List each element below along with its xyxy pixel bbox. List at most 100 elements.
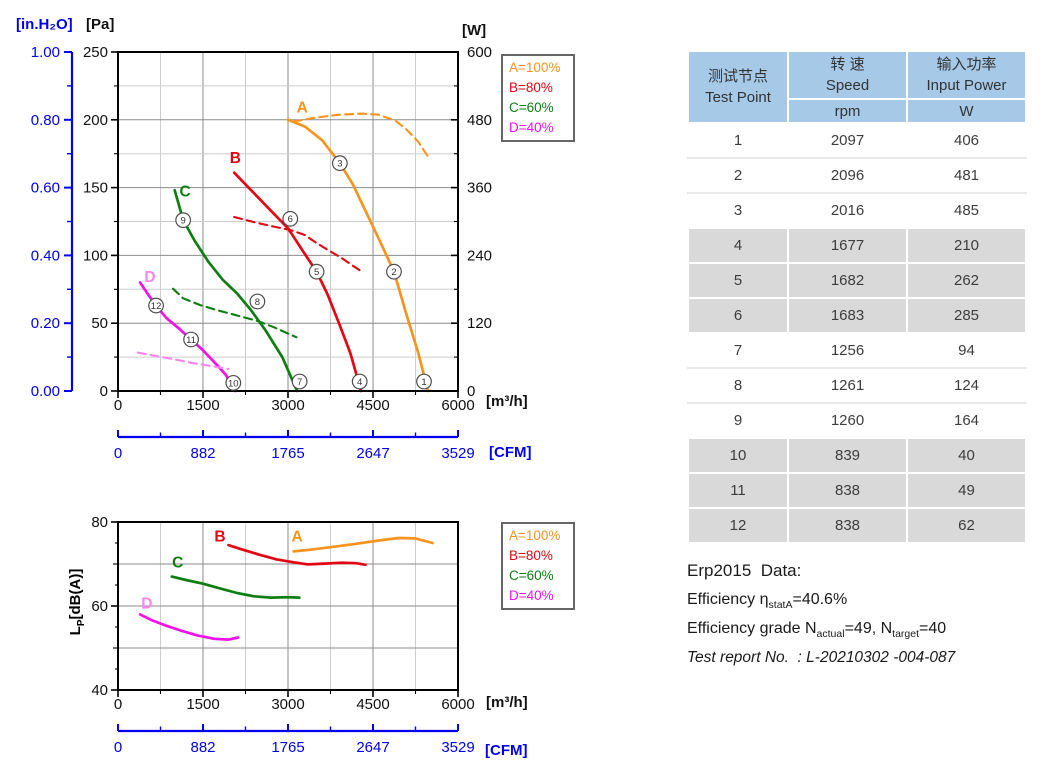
curve-letter-D: D xyxy=(141,595,152,612)
test-point-marker-4 xyxy=(351,373,368,390)
table-row-12: 12 838 62 xyxy=(687,507,1027,544)
test-point-marker-7 xyxy=(291,373,308,390)
curve-letter-A: A xyxy=(291,529,302,546)
table-row-1: 1 2097 406 xyxy=(687,122,1027,159)
test-point-number: 2 xyxy=(391,267,396,278)
test-point-marker-12 xyxy=(148,297,164,314)
test-point-marker-8 xyxy=(249,293,266,310)
erp-title: Erp2015 Data: xyxy=(687,561,802,580)
cfm-tick-label: 2647 xyxy=(356,739,389,756)
table-cell: 8 xyxy=(687,367,789,404)
test-point-number: 5 xyxy=(314,267,319,278)
lp-axis-unit-label: LP[dB(A)] xyxy=(67,568,87,636)
curve-letter-B: B xyxy=(230,150,241,167)
w-axis-unit-label: [W] xyxy=(462,22,487,39)
w-tick-label: 0 xyxy=(467,383,475,400)
legend-item-B: B=80% xyxy=(509,80,553,95)
erp-report-line: Test report No. : L-20210302 -004-087 xyxy=(687,649,956,667)
legend-item-C: C=60% xyxy=(509,568,554,583)
table-row-8: 8 1261 124 xyxy=(687,367,1027,404)
curve-A-noise xyxy=(292,536,434,553)
cfm-axis-unit-label-bottom: [CFM] xyxy=(485,742,528,759)
table-header-speed: 转 速 Speed xyxy=(787,50,908,100)
table-cell: 406 xyxy=(906,122,1027,159)
test-point-number: 3 xyxy=(337,159,342,170)
test-point-marker-1 xyxy=(416,373,432,390)
legend-item-D: D=40% xyxy=(509,588,554,603)
w-tick-label: 480 xyxy=(467,112,492,129)
test-point-number: 12 xyxy=(151,301,162,312)
x-tick-label: 6000 xyxy=(441,397,474,414)
pa-tick-label: 0 xyxy=(100,383,108,400)
w-tick-label: 120 xyxy=(467,315,492,332)
legend-bottom-chart: A=100% B=80% C=60% D=40% xyxy=(501,522,575,610)
in-h2o-tick-label: 0.40 xyxy=(31,247,60,264)
in-h2o-tick-label: 1.00 xyxy=(31,44,60,61)
curve-B-noise xyxy=(227,543,367,567)
in-h2o-tick-label: 0.00 xyxy=(31,383,60,400)
test-point-number: 9 xyxy=(181,216,186,227)
table-cell: 838 xyxy=(787,507,908,544)
table-cell: 838 xyxy=(787,472,908,509)
db-tick-label: 60 xyxy=(91,598,108,615)
legend-top-chart: A=100% B=80% C=60% D=40% xyxy=(501,54,575,142)
in-h2o-tick-label: 0.60 xyxy=(31,180,60,197)
table-cell: 7 xyxy=(687,332,789,369)
table-cell: 9 xyxy=(687,402,789,439)
table-row-2: 2 2096 481 xyxy=(687,157,1027,194)
table-cell: 1682 xyxy=(787,262,908,299)
table-header-rpm-unit: rpm xyxy=(787,98,908,124)
test-point-marker-10 xyxy=(225,374,242,391)
cfm-tick-label: 0 xyxy=(114,445,122,462)
erp-efficiency-line: Efficiency ηstatA=40.6% xyxy=(687,591,848,612)
x-tick-label: 6000 xyxy=(441,696,474,713)
curve-C-pressure xyxy=(173,188,299,393)
cfm-tick-label: 882 xyxy=(190,739,215,756)
pa-axis-unit-label: [Pa] xyxy=(86,16,115,33)
table-row-6: 6 1683 285 xyxy=(687,297,1027,334)
test-point-marker-9 xyxy=(175,212,192,229)
test-point-data-table: 测试节点 Test Point 转 速 Speed 输入功率 Input Pow… xyxy=(687,50,1027,544)
table-row-11: 11 838 49 xyxy=(687,472,1027,509)
table-subheader-row: rpm W xyxy=(688,98,1027,124)
table-cell: 1 xyxy=(687,122,789,159)
pa-tick-label: 150 xyxy=(83,180,108,197)
test-point-number: 8 xyxy=(255,297,260,308)
table-cell: 485 xyxy=(906,192,1027,229)
db-tick-label: 80 xyxy=(91,514,108,531)
erp-grade-line: Efficiency grade Nactual=49, Ntarget=40 xyxy=(687,620,947,641)
in-h2o-axis-unit-label: [in.H₂O] xyxy=(16,16,73,33)
table-row-9: 9 1260 164 xyxy=(687,402,1027,439)
table-cell: 10 xyxy=(687,437,789,474)
x-tick-label: 4500 xyxy=(356,397,389,414)
table-cell: 2097 xyxy=(787,122,908,159)
table-header-test-point: 测试节点 Test Point xyxy=(687,50,789,124)
cfm-tick-label: 3529 xyxy=(441,445,474,462)
table-cell: 94 xyxy=(906,332,1027,369)
legend-item-A: A=100% xyxy=(509,528,561,543)
test-point-table: 测试节点 Test Point 转 速 Speed 输入功率 Input Pow… xyxy=(687,50,1027,544)
cfm-tick-label: 1765 xyxy=(271,739,304,756)
w-tick-label: 240 xyxy=(467,247,492,264)
table-cell: 2096 xyxy=(787,157,908,194)
curve-letter-B: B xyxy=(214,529,225,546)
in-h2o-tick-label: 0.20 xyxy=(31,315,60,332)
m3h-axis-unit-label-bottom: [m³/h] xyxy=(486,694,528,711)
table-cell: 285 xyxy=(906,297,1027,334)
table-cell: 1683 xyxy=(787,297,908,334)
x-tick-label: 1500 xyxy=(186,696,219,713)
in-h2o-tick-label: 0.80 xyxy=(31,112,60,129)
cfm-tick-label: 882 xyxy=(190,445,215,462)
table-cell: 2016 xyxy=(787,192,908,229)
test-point-number: 11 xyxy=(186,335,196,346)
table-cell: 262 xyxy=(906,262,1027,299)
curve-D-noise xyxy=(138,613,240,641)
table-header-input-power: 输入功率 Input Power xyxy=(906,50,1027,100)
table-cell: 1261 xyxy=(787,367,908,404)
pa-tick-label: 250 xyxy=(83,44,108,61)
test-point-number: 4 xyxy=(357,377,362,388)
pa-tick-label: 200 xyxy=(83,112,108,129)
table-cell: 40 xyxy=(906,437,1027,474)
legend-item-C: C=60% xyxy=(509,100,554,115)
